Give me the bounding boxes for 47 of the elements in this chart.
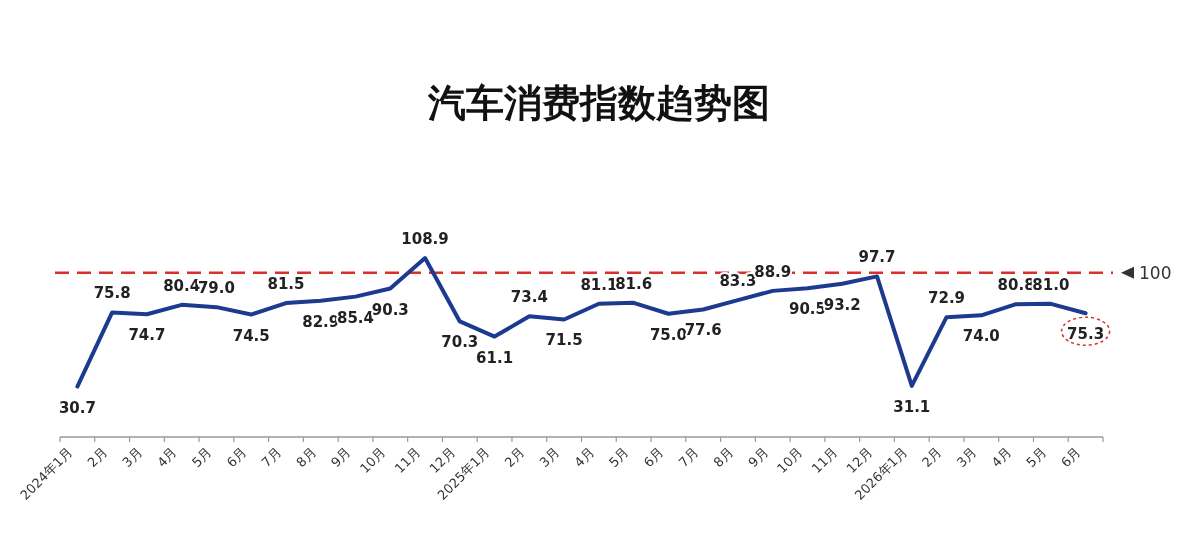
data-label: 30.7	[58, 398, 96, 417]
data-label: 74.7	[128, 326, 166, 345]
data-label: 71.5	[545, 331, 583, 350]
data-label: 74.5	[232, 326, 270, 345]
x-tick-label: 9月	[745, 444, 771, 471]
x-tick-label: 7月	[258, 444, 285, 471]
x-tick-label: 5月	[606, 444, 632, 471]
data-label: 80.4	[163, 276, 201, 295]
x-tick-label: 11月	[391, 444, 424, 477]
data-label: 70.3	[441, 333, 479, 352]
data-label: 81.0	[1032, 275, 1070, 294]
x-tick-label: 10月	[774, 444, 806, 477]
data-label: 73.4	[510, 288, 548, 307]
x-tick-label: 6月	[1058, 444, 1084, 471]
data-label: 81.1	[580, 275, 618, 294]
chart-title: 汽车消费指数趋势图	[426, 81, 770, 125]
ref-line-label: 100	[1139, 262, 1172, 283]
data-label: 31.1	[893, 397, 931, 416]
x-tick-label: 9月	[327, 444, 354, 471]
x-tick-label: 2月	[501, 444, 528, 471]
x-tick-label: 4月	[154, 444, 180, 471]
x-tick-label: 3月	[119, 444, 146, 471]
x-tick-label: 6月	[640, 444, 667, 471]
data-label: 75.3	[1067, 325, 1105, 344]
data-label: 72.9	[928, 289, 966, 308]
data-label: 108.9	[401, 230, 449, 248]
data-label: 75.0	[649, 325, 687, 344]
data-label: 97.7	[858, 248, 896, 267]
x-tick-label: 6月	[223, 444, 250, 471]
data-label: 74.0	[962, 327, 1000, 346]
x-tick-label: 11月	[808, 444, 841, 477]
x-tick-label: 4月	[988, 444, 1015, 471]
x-tick-label: 3月	[536, 444, 563, 471]
x-tick-label: 3月	[953, 444, 980, 471]
x-tick-label: 4月	[571, 444, 597, 471]
x-tick-label: 10月	[356, 444, 389, 477]
x-tick-label: 5月	[1023, 444, 1049, 471]
x-tick-label: 8月	[293, 444, 319, 471]
data-label: 81.5	[267, 275, 305, 294]
x-tick-label: 5月	[188, 444, 215, 471]
data-label: 75.8	[93, 284, 131, 303]
x-tick-label: 8月	[710, 444, 737, 471]
data-label: 81.6	[615, 274, 653, 293]
data-label: 61.1	[476, 348, 514, 367]
x-tick-label: 7月	[675, 444, 702, 471]
x-tick-label: 2月	[919, 444, 945, 471]
x-tick-label: 2月	[84, 444, 111, 471]
